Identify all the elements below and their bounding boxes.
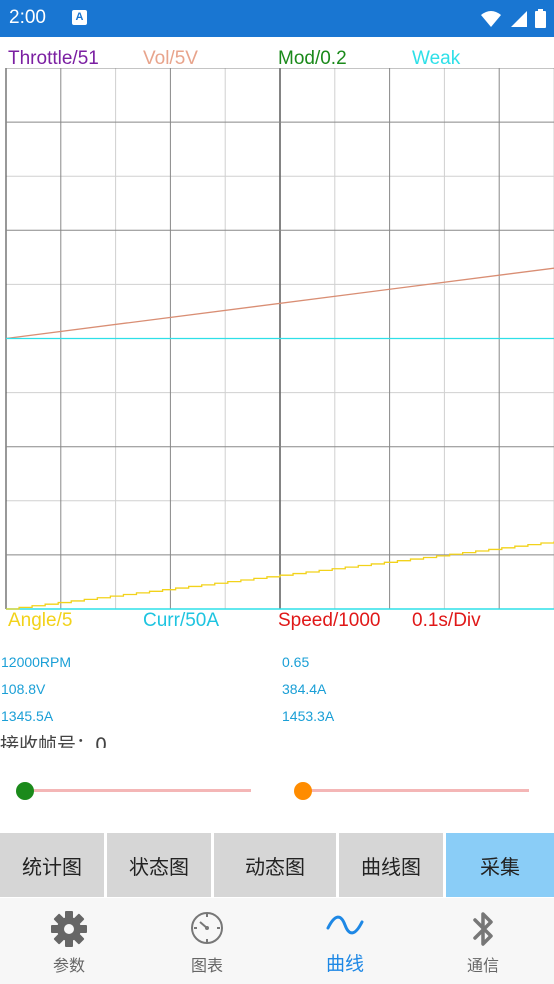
a-icon: A bbox=[72, 10, 87, 25]
current-readout: 1345.5A bbox=[1, 708, 54, 724]
status-icons bbox=[478, 8, 546, 28]
slider-2-thumb[interactable] bbox=[294, 782, 312, 800]
modulation-label: Mod/0.2 bbox=[278, 48, 347, 69]
nav-item-curves[interactable]: 曲线 bbox=[276, 898, 414, 984]
nav-item-charts[interactable]: 图表 bbox=[138, 898, 276, 984]
wifi-icon bbox=[480, 10, 501, 27]
curve-chart-button[interactable]: 曲线图 bbox=[339, 833, 443, 897]
speed-label: Speed/1000 bbox=[278, 610, 381, 631]
state-chart-button[interactable]: 状态图 bbox=[107, 833, 211, 897]
weak-label: Weak bbox=[412, 48, 461, 69]
current-readout-2: 384.4A bbox=[282, 681, 327, 697]
slider-2-track[interactable] bbox=[303, 789, 529, 792]
voltage-readout: 108.8V bbox=[1, 681, 46, 697]
dynamic-chart-button[interactable]: 动态图 bbox=[214, 833, 336, 897]
nav-item-params[interactable]: 参数 bbox=[0, 898, 138, 984]
gauge-icon bbox=[191, 912, 223, 944]
scope-trace-2 bbox=[6, 541, 554, 610]
bluetooth-icon bbox=[473, 912, 493, 946]
wave-icon bbox=[326, 915, 364, 935]
frames-clip: 接收帧号：0 bbox=[0, 734, 554, 748]
status-bar: 2:00 A bbox=[0, 0, 554, 37]
battery-icon bbox=[535, 9, 546, 28]
nav-item-comm[interactable]: 通信 bbox=[414, 898, 552, 984]
status-time: 2:00 bbox=[9, 7, 46, 28]
scope-trace-0 bbox=[5, 267, 554, 340]
angle-label: Angle/5 bbox=[8, 610, 73, 631]
time-division-label: 0.1s/Div bbox=[412, 610, 481, 631]
nav-label-params: 参数 bbox=[52, 956, 85, 975]
speed-readout: 12000RPM bbox=[1, 654, 72, 670]
current-readout-3: 1453.3A bbox=[282, 708, 335, 724]
scope-traces bbox=[5, 267, 554, 610]
signal-icon bbox=[510, 10, 527, 27]
nav-label-curves: 曲线 bbox=[325, 953, 364, 975]
slider-1-track[interactable] bbox=[25, 789, 251, 792]
modulation-readout: 0.65 bbox=[282, 654, 310, 670]
nav-label-comm: 通信 bbox=[466, 956, 499, 975]
current-label: Curr/50A bbox=[143, 610, 220, 631]
frame-counter: 接收帧号：0 bbox=[0, 734, 108, 748]
collect-button[interactable]: 采集 bbox=[446, 833, 554, 897]
nav-label-charts: 图表 bbox=[190, 956, 223, 975]
statistics-chart-button[interactable]: 统计图 bbox=[0, 833, 104, 897]
throttle-label: Throttle/51 bbox=[8, 48, 99, 69]
bottom-navigation: 参数 图表 曲线 通信 bbox=[0, 898, 554, 984]
gear-icon bbox=[51, 911, 87, 947]
scope-chart bbox=[5, 68, 554, 610]
voltage-label: Vol/5V bbox=[143, 48, 198, 69]
slider-1-thumb[interactable] bbox=[16, 782, 34, 800]
